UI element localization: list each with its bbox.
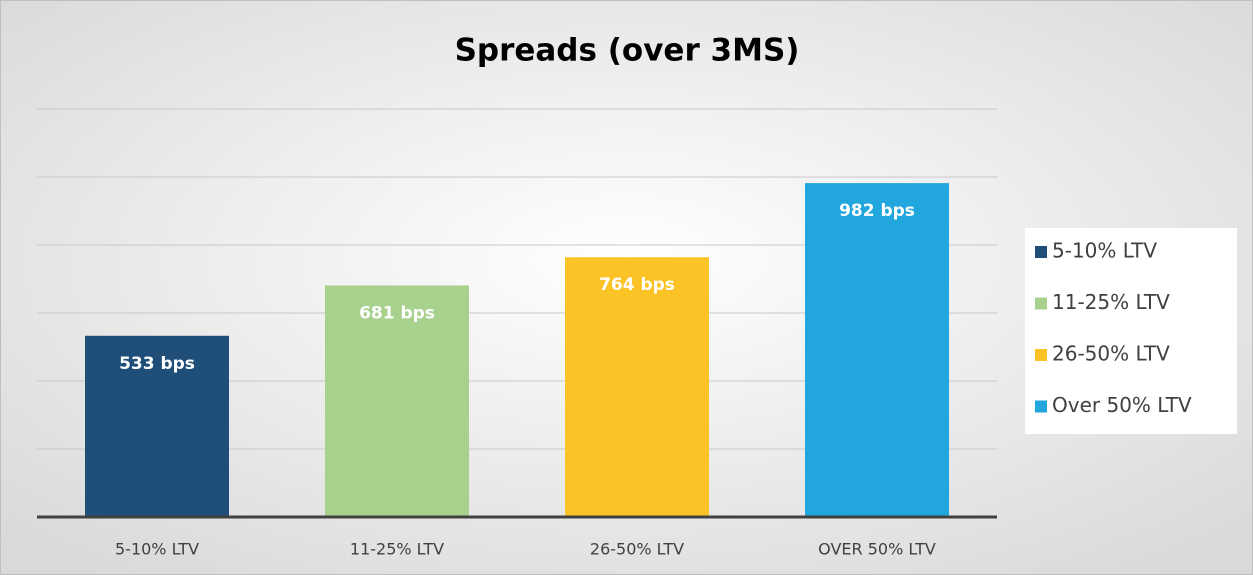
legend-label: 11-25% LTV xyxy=(1052,290,1170,314)
data-label: 533 bps xyxy=(119,354,195,374)
legend-swatch xyxy=(1035,246,1047,258)
legend-label: 5-10% LTV xyxy=(1052,239,1157,263)
legend-swatch xyxy=(1035,297,1047,310)
legend-swatch xyxy=(1035,400,1047,413)
bar xyxy=(325,285,469,517)
chart-title: Spreads (over 3MS) xyxy=(455,33,800,69)
data-label: 982 bps xyxy=(839,201,915,221)
x-tick-label: 5-10% LTV xyxy=(115,540,199,559)
legend-box xyxy=(1025,228,1237,434)
bar xyxy=(85,335,229,517)
x-tick-label: 26-50% LTV xyxy=(590,540,684,559)
data-label: 764 bps xyxy=(599,275,675,295)
legend-label: 26-50% LTV xyxy=(1052,342,1170,366)
legend-label: Over 50% LTV xyxy=(1052,393,1192,417)
legend-swatch xyxy=(1035,349,1047,361)
x-tick-label: 11-25% LTV xyxy=(350,540,444,559)
bar xyxy=(565,257,709,517)
bar xyxy=(805,183,949,517)
data-label: 681 bps xyxy=(359,303,435,323)
x-tick-label: OVER 50% LTV xyxy=(818,540,936,559)
